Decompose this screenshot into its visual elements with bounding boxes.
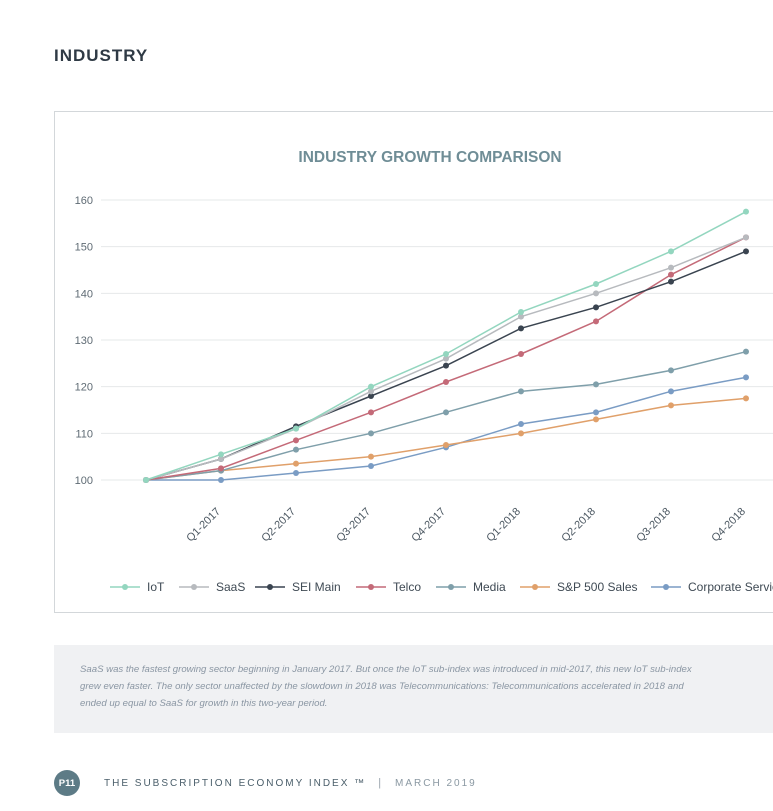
x-tick-label-Q3-2017: Q3-2017: [334, 506, 373, 545]
legend-label-s-p-500-sales: S&P 500 Sales: [557, 580, 638, 594]
point-sei-main-6: [593, 304, 599, 311]
footer-separator: |: [378, 777, 382, 789]
x-tick-label-Q4-2017: Q4-2017: [409, 506, 448, 545]
point-telco-3: [368, 409, 374, 416]
point-iot-3: [368, 383, 374, 390]
legend-marker-media: [448, 584, 454, 590]
point-sei-main-3: [368, 393, 374, 399]
point-sei-main-7: [668, 278, 674, 285]
point-iot-7: [668, 248, 674, 255]
point-iot-2: [293, 425, 299, 432]
point-saas-5: [518, 313, 524, 320]
legend-label-media: Media: [473, 580, 506, 594]
point-media-5: [518, 388, 524, 395]
point-sei-main-5: [518, 325, 524, 332]
series-line-iot: [145, 211, 747, 481]
point-s-p-500-sales-6: [593, 416, 599, 423]
point-sei-main-4: [443, 362, 449, 369]
legend-marker-saas: [191, 584, 197, 590]
caption-line-2: grew even faster. The only sector unaffe…: [80, 681, 684, 692]
point-saas-4: [443, 355, 449, 362]
point-corporate-services-3: [368, 463, 374, 469]
point-media-8: [743, 348, 749, 355]
point-media-4: [443, 409, 449, 416]
point-corporate-services-8: [743, 374, 749, 381]
point-saas-7: [668, 264, 674, 271]
caption-line-1: SaaS was the fastest growing sector begi…: [80, 664, 692, 675]
y-tick-label-140: 140: [75, 288, 93, 300]
point-s-p-500-sales-7: [668, 402, 674, 409]
x-tick-label-Q1-2017: Q1-2017: [184, 506, 223, 545]
legend-marker-sei-main: [267, 584, 273, 590]
point-s-p-500-sales-3: [368, 453, 374, 460]
point-iot-6: [593, 281, 599, 287]
point-media-2: [293, 446, 299, 453]
legend-marker-s-p-500-sales: [532, 584, 538, 590]
point-s-p-500-sales-5: [518, 430, 524, 437]
caption-box: SaaS was the fastest growing sector begi…: [54, 645, 773, 733]
chart-title: INDUSTRY GROWTH COMPARISON: [298, 149, 561, 166]
legend-marker-corporate-services: [663, 584, 669, 590]
x-tick-label-Q1-2018: Q1-2018: [484, 506, 523, 545]
y-tick-label-160: 160: [75, 195, 93, 207]
x-tick-label-Q3-2018: Q3-2018: [634, 506, 673, 545]
point-saas-6: [593, 290, 599, 297]
legend-label-corporate-services: Corporate Services: [688, 580, 773, 594]
y-tick-label-110: 110: [75, 428, 93, 440]
x-tick-label-Q4-2018: Q4-2018: [709, 506, 748, 545]
y-tick-label-120: 120: [75, 382, 93, 394]
point-saas-8: [743, 234, 749, 241]
publication-title: THE SUBSCRIPTION ECONOMY INDEX ™: [104, 777, 367, 789]
point-telco-1: [218, 465, 224, 472]
y-tick-label-150: 150: [75, 242, 93, 254]
point-corporate-services-5: [518, 421, 524, 427]
y-tick-label-130: 130: [75, 335, 93, 347]
x-tick-label-Q2-2018: Q2-2018: [559, 506, 598, 545]
series-line-media: [145, 350, 747, 481]
publication-date: MARCH 2019: [395, 777, 477, 789]
legend-marker-iot: [122, 584, 128, 590]
point-media-3: [368, 430, 374, 437]
point-iot-4: [443, 351, 449, 357]
legend-label-saas: SaaS: [216, 580, 245, 594]
point-telco-7: [668, 271, 674, 278]
point-saas-3: [368, 388, 374, 395]
legend-marker-telco: [368, 584, 374, 590]
footer: P11 THE SUBSCRIPTION ECONOMY INDEX ™ | M…: [54, 770, 477, 796]
x-tick-label-Q2-2017: Q2-2017: [259, 506, 298, 545]
point-corporate-services-7: [668, 388, 674, 395]
point-sei-main-8: [743, 248, 749, 255]
point-s-p-500-sales-8: [743, 395, 749, 402]
point-corporate-services-6: [593, 409, 599, 416]
y-tick-label-100: 100: [75, 475, 93, 487]
point-iot-1: [218, 451, 224, 458]
chart-card: INDUSTRY GROWTH COMPARISON 100 110 120 130 14…: [54, 111, 773, 613]
point-s-p-500-sales-2: [293, 460, 299, 467]
point-iot-0: [143, 477, 149, 483]
page-number-badge: P11: [54, 770, 80, 796]
point-telco-5: [518, 351, 524, 357]
series-line-corporate-services: [146, 376, 747, 481]
point-iot-5: [518, 309, 524, 315]
point-media-6: [593, 381, 599, 388]
point-saas-1: [218, 456, 224, 462]
point-telco-4: [443, 379, 449, 385]
point-iot-8: [743, 208, 749, 215]
caption-line-3: ended up equal to SaaS for growth in thi…: [80, 698, 328, 709]
section-title: INDUSTRY: [54, 46, 149, 65]
point-s-p-500-sales-4: [443, 442, 449, 448]
point-corporate-services-1: [218, 477, 224, 483]
point-corporate-services-2: [293, 470, 299, 476]
point-telco-6: [593, 318, 599, 325]
point-telco-2: [293, 437, 299, 444]
point-media-7: [668, 367, 674, 374]
industry-growth-chart: INDUSTRY GROWTH COMPARISON 100 110 120 130 14…: [75, 149, 773, 594]
legend-label-iot: IoT: [147, 580, 165, 594]
legend-label-sei-main: SEI Main: [292, 580, 341, 594]
legend-label-telco: Telco: [393, 580, 421, 594]
